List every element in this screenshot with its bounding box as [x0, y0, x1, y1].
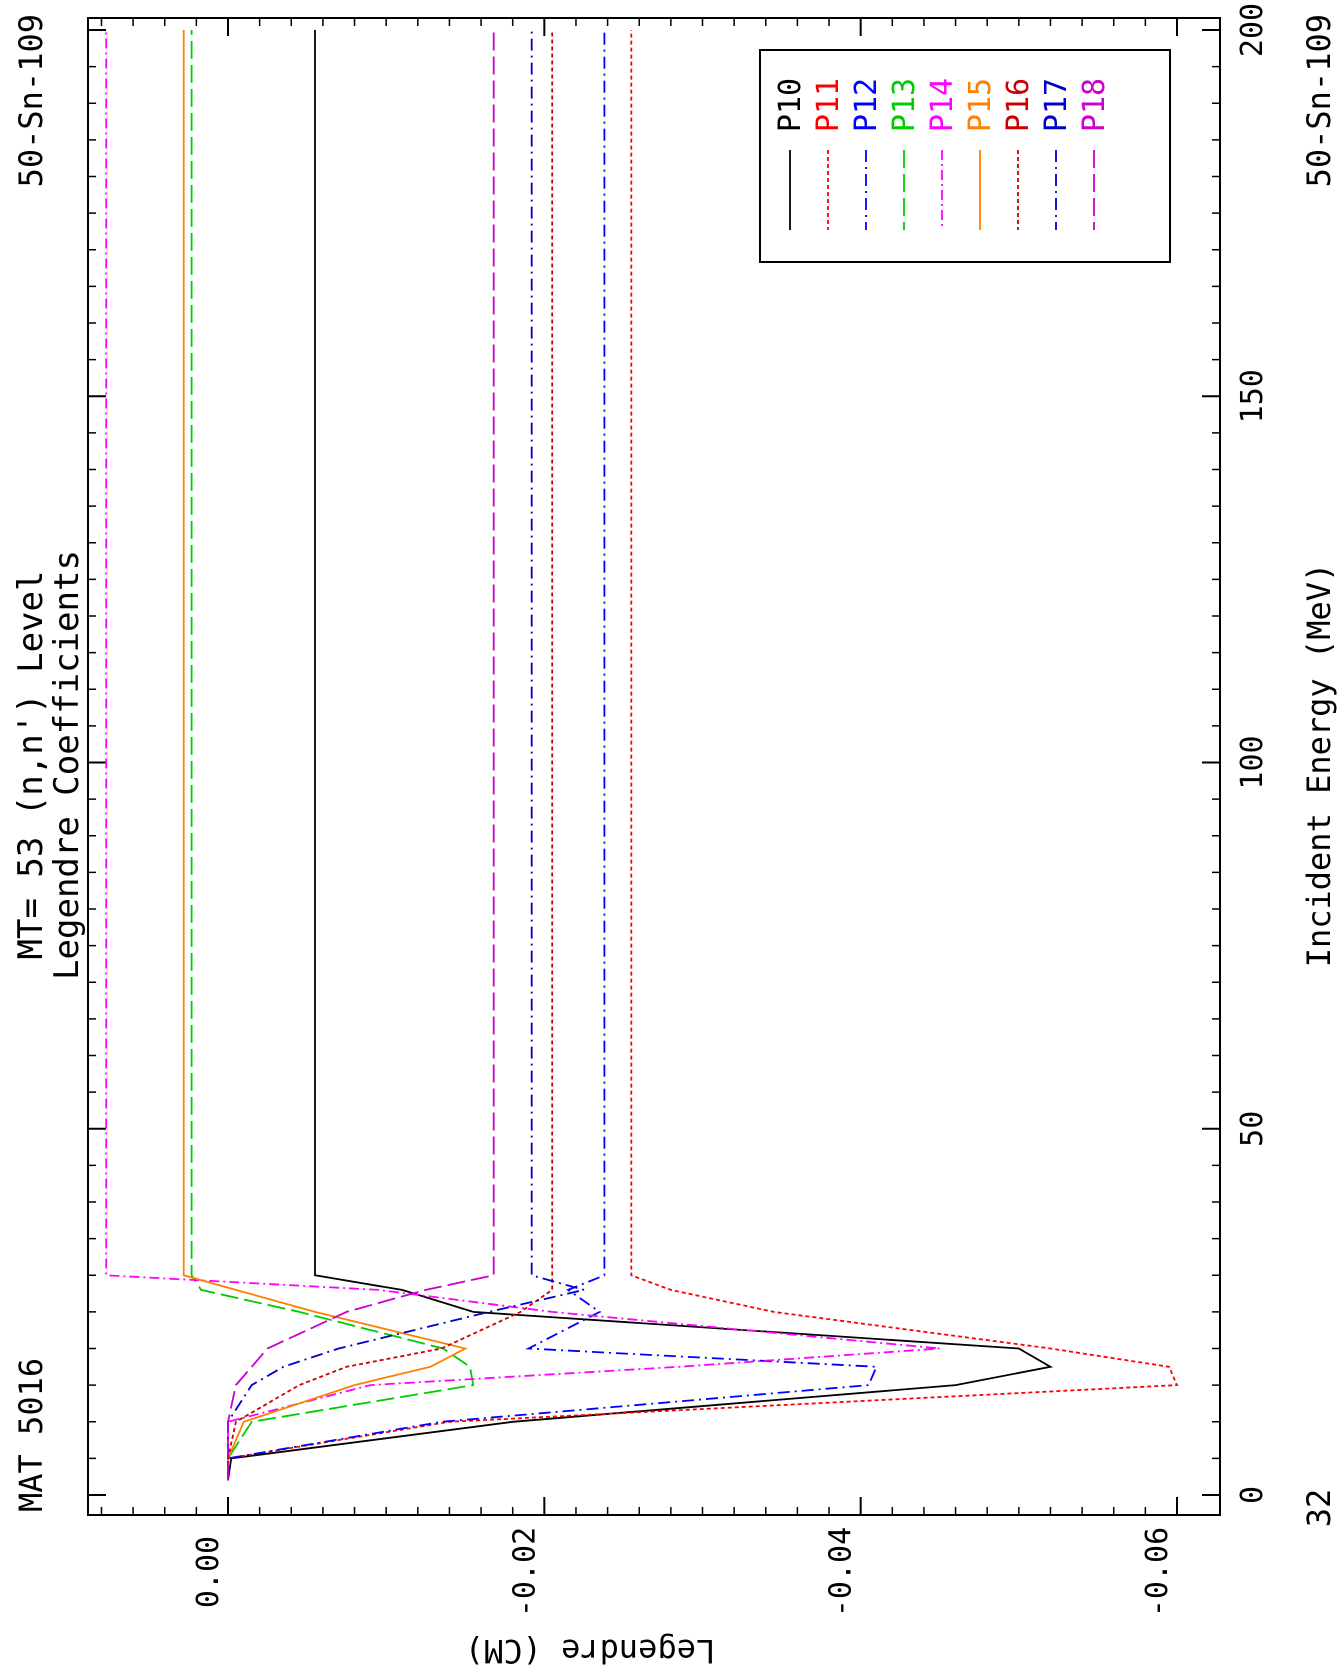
tick-labels: 0 50 100 150 200 0.00 -0.02 -0.04 -0.06: [191, 3, 1270, 1617]
series-p16: [227, 30, 554, 1481]
chart-title-line-1: MT= 53 (n,n') Level: [11, 571, 51, 960]
header-left: MAT 5016: [12, 1358, 50, 1512]
y-tick-label: -0.06: [1140, 1527, 1175, 1617]
series-p13: [190, 30, 475, 1481]
series-p15: [182, 30, 468, 1481]
legend-label-p11: P11: [811, 78, 846, 132]
y-tick-label: -0.02: [507, 1527, 542, 1617]
chart-title-line-2: Legendre Coefficients: [47, 550, 87, 980]
legend: P10 P11 P12 P13 P14 P15 P16 P17 P18: [759, 49, 1171, 263]
x-axis-label: Incident Energy (MeV): [1300, 563, 1338, 968]
series-p10: [227, 30, 1054, 1481]
y-axis-label: Legendre (CM): [465, 1632, 715, 1670]
legend-label-p15: P15: [963, 78, 998, 132]
y-tick-label: 0.00: [191, 1536, 226, 1608]
footer-left: 32: [1300, 1489, 1338, 1528]
x-tick-label: 200: [1235, 3, 1270, 57]
axis-ticks: [88, 18, 1220, 1515]
legend-label-p16: P16: [1001, 78, 1036, 132]
series-lines: [105, 30, 1179, 1481]
legend-label-p18: P18: [1077, 78, 1112, 132]
x-tick-label: 100: [1235, 735, 1270, 789]
series-p17: [227, 30, 585, 1481]
series-p11: [227, 30, 1179, 1481]
y-tick-label: -0.04: [824, 1527, 859, 1617]
x-tick-label: 0: [1235, 1486, 1270, 1504]
series-p18: [227, 30, 495, 1481]
legend-label-p12: P12: [849, 78, 884, 132]
header-right: 50-Sn-109: [12, 14, 50, 187]
plot-frame: [87, 17, 1221, 1516]
x-tick-label: 50: [1235, 1111, 1270, 1147]
legend-label-p17: P17: [1039, 78, 1074, 132]
footer-right: 50-Sn-109: [1300, 14, 1338, 187]
x-tick-label: 150: [1235, 369, 1270, 423]
legend-label-p14: P14: [925, 78, 960, 132]
legend-box: [759, 49, 1171, 263]
legend-label-p10: P10: [773, 78, 808, 132]
series-p12: [227, 30, 878, 1481]
legend-label-p13: P13: [887, 78, 922, 132]
